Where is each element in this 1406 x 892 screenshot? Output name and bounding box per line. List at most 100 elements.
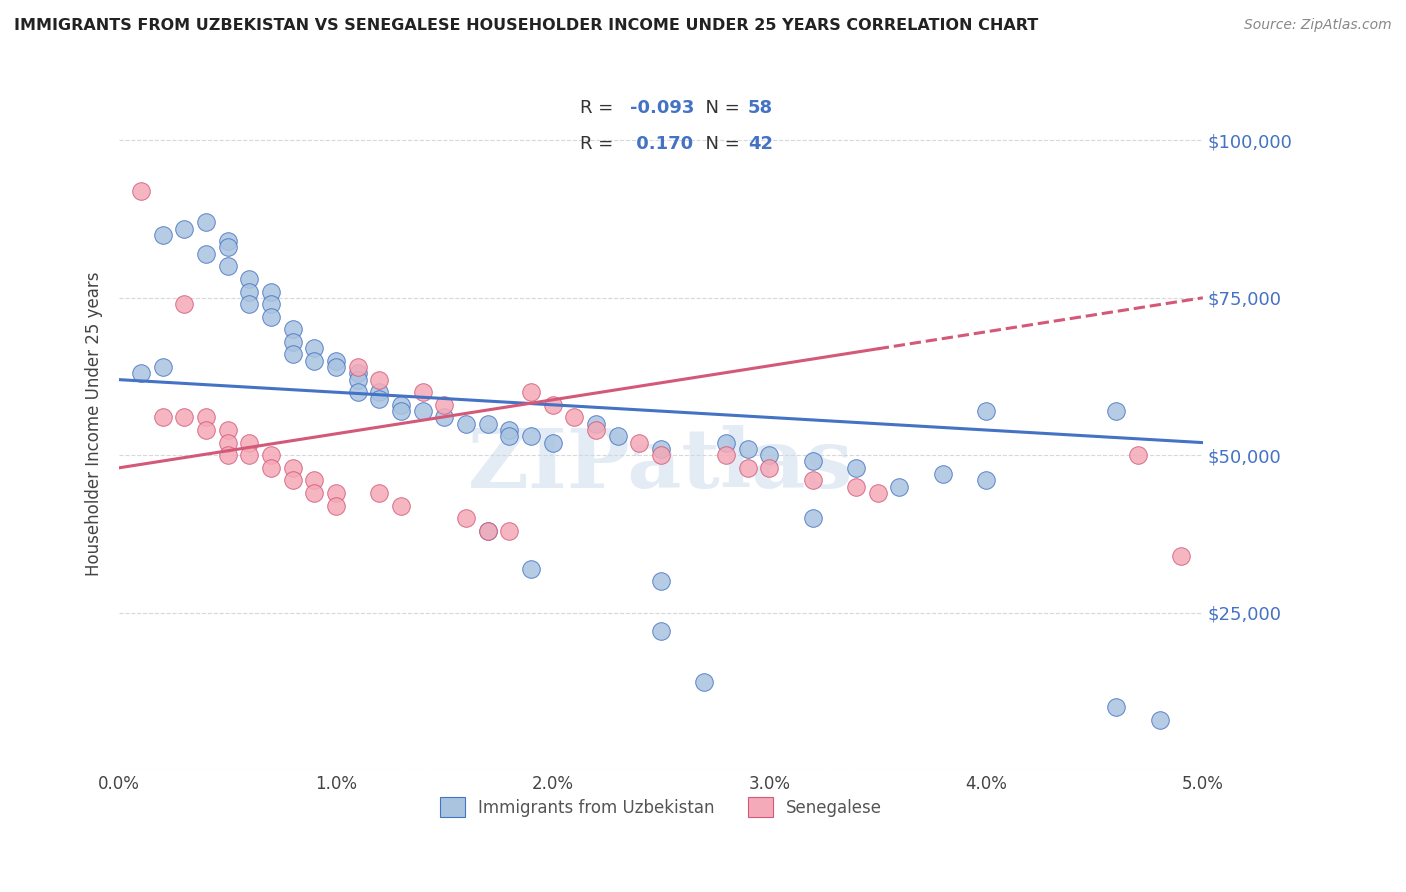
Point (217, 260, 239, 274)
Text: ZIPatlas: ZIPatlas (468, 425, 853, 505)
Point (412, 385, 434, 400)
Point (889, 480, 911, 494)
Point (281, 334, 304, 349)
Text: R =: R = (581, 136, 619, 153)
Point (628, 435, 651, 450)
Point (152, 227, 174, 242)
Point (281, 460, 304, 475)
Point (433, 398, 456, 412)
Point (173, 410, 195, 425)
Point (325, 486, 347, 500)
Point (801, 474, 824, 488)
Point (260, 297, 283, 311)
Point (498, 524, 520, 538)
Point (217, 234, 239, 248)
Point (217, 435, 239, 450)
Point (368, 373, 391, 387)
Point (304, 353, 326, 368)
Point (520, 385, 543, 400)
Point (346, 373, 368, 387)
Point (650, 574, 672, 588)
Point (217, 240, 239, 254)
Point (129, 367, 152, 381)
Point (801, 511, 824, 525)
Point (650, 448, 672, 462)
Point (412, 404, 434, 418)
Point (152, 359, 174, 374)
Point (845, 480, 868, 494)
Point (974, 474, 997, 488)
Point (194, 423, 217, 437)
Point (194, 215, 217, 229)
Point (585, 423, 607, 437)
Text: 42: 42 (748, 136, 773, 153)
Text: R =: R = (581, 99, 619, 117)
Point (325, 499, 347, 513)
Point (152, 410, 174, 425)
Point (932, 467, 955, 481)
Point (129, 184, 152, 198)
Point (194, 246, 217, 260)
Point (238, 272, 260, 286)
Point (585, 417, 607, 431)
Point (260, 310, 283, 324)
Point (389, 404, 412, 418)
Point (217, 423, 239, 437)
Point (758, 460, 780, 475)
Point (238, 448, 260, 462)
Point (346, 367, 368, 381)
Legend: Immigrants from Uzbekistan, Senegalese: Immigrants from Uzbekistan, Senegalese (433, 790, 889, 824)
Text: 0.170: 0.170 (630, 136, 693, 153)
Point (520, 561, 543, 575)
Point (866, 486, 889, 500)
Point (737, 442, 759, 456)
Point (454, 511, 477, 525)
Point (238, 297, 260, 311)
Point (281, 474, 304, 488)
Point (304, 486, 326, 500)
Point (498, 423, 520, 437)
Point (173, 221, 195, 235)
Point (389, 398, 412, 412)
Point (845, 460, 868, 475)
Point (801, 454, 824, 468)
Point (737, 460, 759, 475)
Point (325, 353, 347, 368)
Text: -0.093: -0.093 (630, 99, 695, 117)
Point (281, 322, 304, 336)
Point (650, 442, 672, 456)
Point (477, 524, 499, 538)
Point (541, 398, 564, 412)
Point (564, 410, 586, 425)
Point (693, 674, 716, 689)
Point (389, 499, 412, 513)
Point (714, 435, 737, 450)
Point (346, 385, 368, 400)
Point (194, 410, 217, 425)
Point (974, 404, 997, 418)
Text: N =: N = (695, 99, 745, 117)
Point (1149, 713, 1171, 727)
Point (238, 285, 260, 299)
Text: 58: 58 (748, 99, 773, 117)
Point (477, 417, 499, 431)
Point (477, 524, 499, 538)
Point (368, 385, 391, 400)
Point (217, 448, 239, 462)
Y-axis label: Householder Income Under 25 years: Householder Income Under 25 years (86, 271, 103, 576)
Point (454, 417, 477, 431)
Point (714, 448, 737, 462)
Point (650, 624, 672, 639)
Point (346, 359, 368, 374)
Point (541, 435, 564, 450)
Point (281, 347, 304, 361)
Point (304, 474, 326, 488)
Point (520, 429, 543, 443)
Point (260, 448, 283, 462)
Point (260, 460, 283, 475)
Point (498, 429, 520, 443)
Point (368, 486, 391, 500)
Point (368, 392, 391, 406)
Point (1126, 448, 1149, 462)
Text: N =: N = (695, 136, 745, 153)
